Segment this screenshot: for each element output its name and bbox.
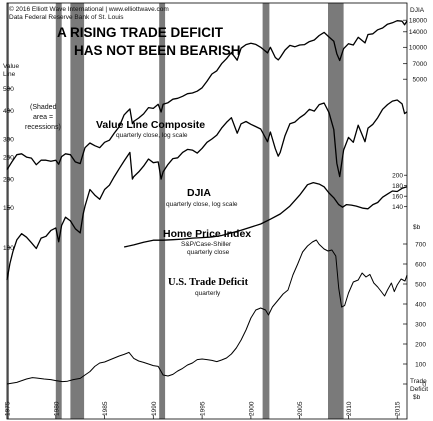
y-tick-label: 150 [3,205,14,212]
y-tick-label: 18000 [409,18,427,25]
recession-bands [7,3,344,419]
y-tick-label: 160 [392,194,403,201]
headline-line-1: A RISING TRADE DEFICIT [57,25,224,40]
home-price-series-sublabel-1: S&P/Case-Shiller [181,241,232,248]
y-tick-label: 700 [415,241,426,248]
trade-deficit-series-label: U.S. Trade Deficit [168,277,249,288]
recession-note-line-1: (Shaded [30,104,57,111]
recession-band [262,3,270,419]
value-line-axis-title-1: Value [3,63,20,70]
djia-series-sublabel: quarterly close, log scale [166,201,238,208]
recession-band [70,3,85,419]
credit-line-2: Data Federal Reserve Bank of St. Louis [9,14,124,21]
series-line-djia [6,20,408,171]
recession-band [159,3,166,419]
recession-note-line-3: recessions) [25,124,61,131]
y-tick-label: 300 [415,321,426,328]
trade-axis-title: $b [413,224,421,231]
y-tick-label: 100 [3,245,14,252]
series-lines [6,20,408,385]
recession-band [328,3,344,419]
recession-note-line-2: area = [33,114,53,121]
credit-line-1: © 2016 Elliott Wave International | www.… [9,5,169,13]
trade-axis-footer-1: Trade [410,378,427,385]
home-price-series-sublabel-2: quarterly close [187,249,230,256]
trade-axis-footer-2: Deficit [410,386,428,393]
value-line-series-sublabel: quarterly close, log scale [116,132,188,139]
y-tick-label: 5000 [413,77,428,84]
trade-deficit-series-sublabel: quarterly [195,290,221,297]
y-tick-label: 14000 [409,29,427,36]
y-tick-label: 10000 [409,45,427,52]
x-tick-label: 1975 [5,401,12,416]
y-tick-label: 500 [3,86,14,93]
series-line-u-s-trade-deficit [6,239,408,385]
series-line-value-line-composite [6,99,408,281]
series-line-home-price-index [123,181,408,248]
trade-axis-footer-3: $b [413,394,421,401]
y-tick-label: 400 [415,301,426,308]
headline-line-2: HAS NOT BEEN BEARISH [74,43,241,58]
x-tick-label: 2005 [297,401,304,416]
y-tick-label: 140 [392,204,403,211]
y-tick-label: 200 [392,173,403,180]
y-tick-label: 100 [415,361,426,368]
djia-series-label: DJIA [187,187,211,199]
y-tick-label: 500 [415,281,426,288]
y-tick-label: 0 [422,381,426,388]
x-tick-label: 2015 [395,401,402,416]
y-tick-label: 200 [415,341,426,348]
x-tick-label: 2000 [248,401,255,416]
recession-band [7,3,9,419]
plot-frame [6,2,408,420]
y-tick-label: 180 [392,183,403,190]
x-tick-label: 1995 [200,401,207,416]
y-tick-label: 7000 [413,61,428,68]
x-tick-label: 1980 [53,401,60,416]
y-tick-label: 400 [3,108,14,115]
x-tick-label: 1985 [102,401,109,416]
value-line-series-label: Value Line Composite [96,119,205,131]
djia-axis-title: DJIA [410,7,425,14]
y-tick-label: 600 [415,261,426,268]
y-tick-label: 250 [3,154,14,161]
x-tick-label: 2010 [346,401,353,416]
recession-band [55,3,62,419]
axes: 1975 1980 1985 1990 1995 2000 2005 2010 20151001… [3,18,428,419]
x-tick-label: 1990 [151,401,158,416]
home-price-series-label: Home Price Index [163,228,251,240]
value-line-axis-title-2: Line [3,71,16,78]
y-tick-label: 300 [3,136,14,143]
y-tick-label: 200 [3,176,14,183]
